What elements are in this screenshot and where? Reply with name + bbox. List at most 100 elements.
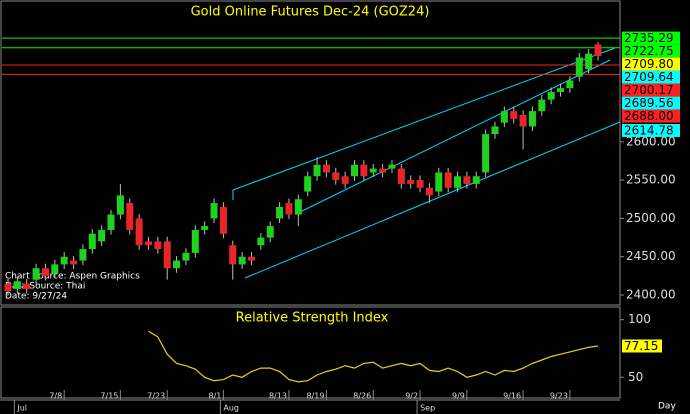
rsi-y-tick-label: 100 — [628, 312, 651, 326]
candle-body — [500, 111, 508, 123]
candle-body — [304, 176, 312, 192]
x-tick-label: 7/8 — [49, 392, 62, 401]
price-label-box — [622, 57, 680, 71]
candle-body — [60, 256, 68, 265]
candle-body — [23, 283, 31, 289]
candle-body — [285, 203, 293, 215]
candle-body — [332, 172, 340, 181]
candle-body — [435, 172, 443, 192]
candle-body — [528, 111, 536, 127]
y-tick-label: 2500.00 — [626, 211, 676, 225]
price-label: 2614.78 — [624, 123, 674, 137]
x-tick-label: 8/1 — [209, 392, 222, 401]
candle-body — [126, 203, 134, 230]
price-label-box — [622, 123, 680, 137]
price-label-box — [622, 96, 680, 110]
chart-title: Gold Online Futures Dec-24 (GOZ24) — [191, 5, 430, 20]
candle-body — [107, 214, 115, 230]
candle-body — [313, 164, 321, 177]
price-label-box — [622, 70, 680, 84]
candle-body — [247, 256, 255, 261]
y-tick-label: 2600.00 — [626, 134, 676, 148]
x-tick-label: 7/23 — [147, 392, 165, 401]
x-tick-label: 9/9 — [452, 392, 465, 401]
candle-body — [191, 229, 199, 253]
y-tick-label: 2400.00 — [626, 288, 676, 302]
annotation: Data Source: Thai — [5, 282, 85, 292]
x-tick-label: 9/16 — [503, 392, 521, 401]
candle-body — [566, 80, 574, 89]
price-label: 2700.17 — [624, 83, 674, 97]
candle-body — [135, 218, 143, 246]
candle-body — [41, 268, 49, 276]
candle-body — [4, 283, 12, 292]
rsi-label: 77.15 — [624, 339, 658, 353]
price-label-box — [622, 109, 680, 123]
price-label: 2709.80 — [624, 57, 674, 71]
price-label: 2688.00 — [624, 109, 674, 123]
price-label-box — [622, 31, 680, 45]
channel-line — [244, 121, 621, 279]
x-tick-label: 8/26 — [353, 392, 371, 401]
candle-body — [219, 206, 227, 234]
candle-body — [229, 245, 237, 265]
channel-line — [232, 47, 616, 200]
month-label: Jul — [16, 404, 27, 413]
y-tick-label: 2550.00 — [626, 173, 676, 187]
candle-body — [144, 241, 152, 246]
x-tick-label: 9/2 — [405, 392, 418, 401]
price-label: 2689.56 — [624, 96, 674, 110]
candle-body — [594, 44, 602, 56]
candle-body — [482, 134, 490, 173]
price-label: 2722.75 — [624, 44, 674, 58]
candle-body — [257, 237, 265, 246]
candle-body — [163, 241, 171, 269]
candle-body — [322, 164, 330, 173]
candle-body — [425, 187, 433, 196]
rsi-label-box — [622, 339, 662, 353]
annotation: Chart Source: Aspen Graphics — [5, 272, 140, 282]
candle-body — [557, 88, 565, 92]
channel-line — [299, 59, 611, 213]
candle-body — [98, 229, 106, 242]
candle-body — [472, 176, 480, 184]
candle-body — [154, 241, 162, 250]
candle-body — [79, 249, 87, 261]
candle-body — [454, 176, 462, 188]
rsi-title: Relative Strength Index — [236, 311, 389, 326]
period-label: Day — [658, 402, 676, 412]
price-panel-frame — [0, 0, 621, 306]
price-label-box — [622, 83, 680, 97]
x-tick-label: 8/13 — [269, 392, 287, 401]
candle-body — [463, 176, 471, 184]
price-label: 2709.64 — [624, 70, 674, 84]
candle-body — [575, 57, 583, 77]
annotation: Date: 9/27/24 — [5, 292, 67, 302]
month-label: Sep — [420, 404, 435, 413]
candle-body — [369, 168, 377, 173]
candle-body — [585, 53, 593, 69]
price-label-box — [622, 44, 680, 58]
candle-body — [13, 281, 21, 289]
candle-body — [351, 164, 359, 177]
candle-body — [538, 99, 546, 112]
candle-body — [341, 176, 349, 184]
candle-body — [266, 226, 274, 238]
candle-body — [444, 172, 452, 188]
candle-body — [397, 168, 405, 184]
candle-body — [88, 233, 96, 250]
candle-body — [116, 195, 124, 215]
candle-body — [173, 260, 181, 269]
rsi-y-tick-label: 50 — [628, 370, 643, 384]
rsi-line — [148, 330, 599, 383]
candle-body — [238, 256, 246, 265]
y-tick-label: 2450.00 — [626, 249, 676, 263]
candle-body — [210, 203, 218, 219]
price-label: 2735.29 — [624, 31, 674, 45]
candle-body — [407, 180, 415, 184]
candle-body — [510, 111, 518, 119]
candle-body — [276, 206, 284, 219]
x-tick-label: 9/23 — [550, 392, 568, 401]
